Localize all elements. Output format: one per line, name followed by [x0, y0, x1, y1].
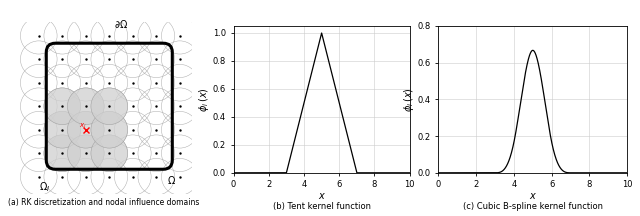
Point — [104, 81, 115, 84]
Point — [81, 81, 91, 84]
Circle shape — [44, 135, 81, 172]
Point — [34, 175, 44, 178]
Point — [151, 34, 161, 37]
Circle shape — [67, 135, 104, 172]
Circle shape — [44, 111, 81, 148]
X-axis label: $x$: $x$ — [317, 191, 326, 201]
Point — [57, 152, 67, 155]
Y-axis label: $\phi_i\,(x)$: $\phi_i\,(x)$ — [197, 87, 211, 112]
Point — [34, 34, 44, 37]
Point — [127, 175, 138, 178]
Point — [175, 128, 185, 132]
Point — [104, 175, 115, 178]
Point — [151, 57, 161, 61]
Point — [104, 105, 115, 108]
Point — [127, 81, 138, 84]
Text: $x_i$: $x_i$ — [79, 122, 87, 131]
Circle shape — [67, 88, 104, 125]
Point — [104, 152, 115, 155]
Point — [57, 175, 67, 178]
Point — [175, 175, 185, 178]
Point — [57, 57, 67, 61]
Point — [175, 152, 185, 155]
Point — [81, 175, 91, 178]
Circle shape — [91, 135, 127, 172]
Text: (a) RK discretization and nodal influence domains: (a) RK discretization and nodal influenc… — [8, 198, 200, 207]
Point — [81, 128, 91, 132]
Point — [104, 128, 115, 132]
Point — [34, 152, 44, 155]
Point — [127, 105, 138, 108]
Point — [175, 57, 185, 61]
Point — [127, 128, 138, 132]
Point — [175, 105, 185, 108]
Point — [151, 175, 161, 178]
Circle shape — [67, 111, 104, 148]
Point — [151, 152, 161, 155]
Point — [127, 34, 138, 37]
Point — [57, 34, 67, 37]
Point — [81, 105, 91, 108]
Text: $\Omega$: $\Omega$ — [167, 174, 176, 186]
Point — [151, 105, 161, 108]
Point — [57, 105, 67, 108]
Point — [151, 81, 161, 84]
Point — [81, 34, 91, 37]
Point — [104, 34, 115, 37]
Point — [151, 128, 161, 132]
Point — [175, 81, 185, 84]
Point — [104, 57, 115, 61]
Text: $\Omega_I$: $\Omega_I$ — [39, 180, 50, 194]
Point — [175, 34, 185, 37]
Point — [34, 81, 44, 84]
Circle shape — [91, 88, 127, 125]
Text: $\partial\Omega$: $\partial\Omega$ — [114, 18, 128, 30]
Point — [127, 152, 138, 155]
Circle shape — [91, 111, 127, 148]
Point — [57, 81, 67, 84]
Point — [57, 128, 67, 132]
Point — [81, 57, 91, 61]
Point — [34, 128, 44, 132]
Text: (c) Cubic B-spline kernel function: (c) Cubic B-spline kernel function — [463, 202, 603, 211]
Point — [81, 152, 91, 155]
X-axis label: $x$: $x$ — [529, 191, 537, 201]
Circle shape — [44, 88, 81, 125]
Point — [34, 57, 44, 61]
Point — [127, 57, 138, 61]
Text: (b) Tent kernel function: (b) Tent kernel function — [273, 202, 371, 211]
Y-axis label: $\phi_i\,(x)$: $\phi_i\,(x)$ — [402, 87, 416, 112]
Point — [34, 105, 44, 108]
